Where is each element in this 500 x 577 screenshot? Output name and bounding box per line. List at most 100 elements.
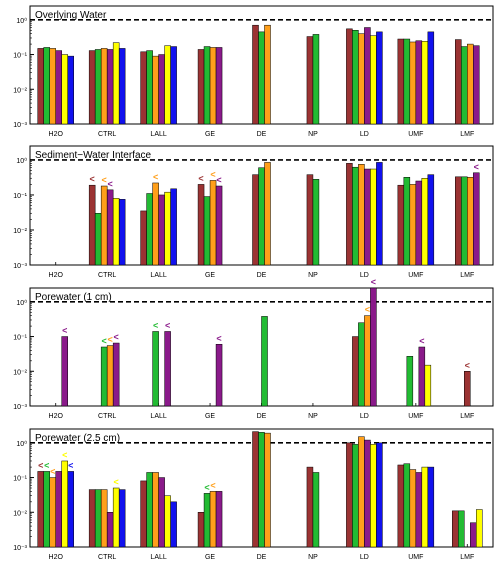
y-tick-label: 10⁻³ [13,545,27,552]
x-tick-label: LMF [460,554,474,561]
bar [409,469,417,548]
bar [358,164,365,266]
bar [43,47,50,125]
bar [346,163,353,266]
detection-limit-marker: < [198,173,203,183]
panel-title: Porewater (2.5 cm) [35,433,120,444]
bar [312,179,320,266]
bar [140,51,147,125]
detection-limit-marker: < [108,179,113,189]
bar [61,54,68,125]
x-tick-label: DE [257,272,267,279]
bar [146,472,153,548]
bar [409,184,417,266]
y-tick-label: 10⁻² [13,369,27,376]
x-tick-label: LD [360,272,369,279]
x-tick-label: LMF [460,272,474,279]
bar [258,432,265,548]
bar [358,436,365,548]
detection-limit-marker: < [419,336,424,346]
bar [370,35,377,125]
bar [403,177,411,266]
x-tick-label: LMF [460,131,474,138]
detection-limit-marker: < [365,305,370,315]
bar [118,48,126,125]
bar [164,191,171,266]
bar [427,174,435,266]
x-tick-label: GE [205,131,215,138]
bar [152,182,159,266]
detection-limit-marker: < [108,335,113,345]
bar [358,322,365,407]
bar [61,336,68,407]
detection-limit-marker: < [62,450,67,460]
bar [427,466,435,548]
bar [370,287,377,407]
bar [264,24,271,125]
bar [376,442,383,548]
x-tick-label: CTRL [98,554,116,561]
x-tick-label: DE [257,554,267,561]
bar [476,509,483,548]
bar [415,472,423,548]
bar [43,471,50,548]
bar [112,487,120,548]
x-tick-label: UMF [408,554,423,561]
x-tick-label: H2O [49,413,64,420]
bar [88,50,96,125]
y-tick-label: 10⁻¹ [13,476,27,483]
bar [264,162,271,266]
bar [397,464,405,548]
bar [352,30,359,125]
detection-limit-marker: < [165,320,170,330]
bar [158,477,165,548]
x-tick-label: LD [360,554,369,561]
bar [94,213,102,266]
bar [409,41,417,125]
x-tick-label: CTRL [98,131,116,138]
detection-limit-marker: < [371,277,376,287]
bar [197,49,205,125]
bar [352,336,359,407]
bar [346,28,353,125]
bar [376,31,383,125]
detection-limit-marker: < [210,169,215,179]
x-tick-label: DE [257,131,267,138]
bar [258,31,265,125]
y-tick-label: 10⁻³ [13,404,27,411]
detection-limit-marker: < [474,162,479,172]
bar [306,466,314,548]
bar [164,45,171,125]
x-tick-label: GE [205,554,215,561]
bar [37,471,44,548]
x-tick-label: LALL [150,131,166,138]
bar [152,55,159,125]
bar [306,174,314,266]
bar [461,176,468,266]
detection-limit-marker: < [38,460,43,470]
bar [170,501,177,548]
x-tick-label: NP [308,131,318,138]
bar [415,40,423,125]
detection-limit-marker: < [204,482,209,492]
bar [152,472,159,548]
bar [215,344,223,407]
bar [37,48,44,125]
bar [146,50,153,125]
bar [403,463,411,548]
detection-limit-marker: < [102,336,107,346]
panel-title: Porewater (1 cm) [35,292,112,303]
x-tick-label: GE [205,413,215,420]
bar [306,36,314,125]
x-tick-label: LALL [150,554,166,561]
bar [112,42,120,125]
x-tick-label: NP [308,272,318,279]
x-tick-label: NP [308,413,318,420]
bar [370,444,377,548]
bar [152,331,159,407]
bar [170,46,177,125]
bar [455,176,462,266]
y-tick-label: 10⁰ [16,440,27,448]
